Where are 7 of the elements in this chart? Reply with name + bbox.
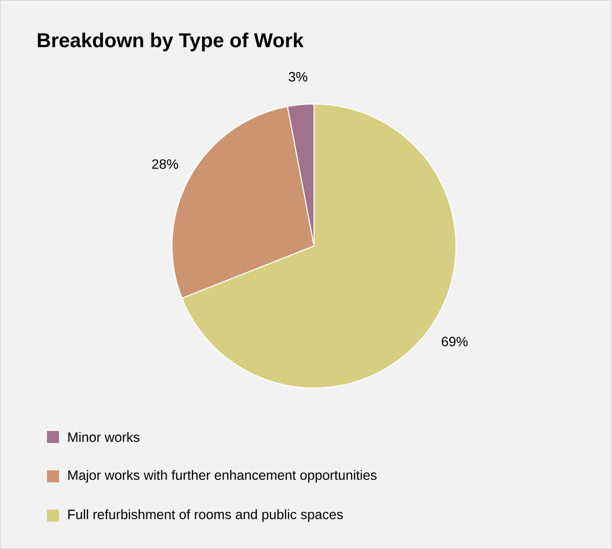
data-label: 69% xyxy=(442,336,468,346)
legend-label: Major works with further enhancement opportunities xyxy=(68,470,377,483)
legend-label: Minor works xyxy=(68,432,140,442)
data-label: 28% xyxy=(152,159,178,169)
chart-title: Breakdown by Type of Work xyxy=(38,32,304,52)
data-label: 3% xyxy=(288,72,308,82)
legend-label: Full refurbishment of rooms and public spaces xyxy=(68,509,343,522)
